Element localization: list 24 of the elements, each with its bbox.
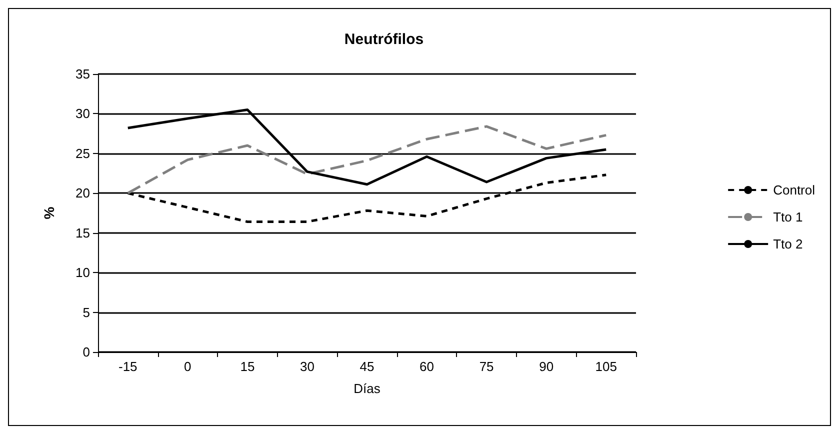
x-tick-label: 0	[184, 359, 192, 374]
y-tick-label: 15	[76, 225, 90, 240]
x-tick-label: 90	[539, 359, 554, 374]
y-tick-label: 5	[82, 304, 90, 320]
legend-label: Tto 2	[773, 236, 803, 252]
y-axis-title: %	[41, 206, 57, 220]
legend-label: Control	[773, 182, 816, 198]
chart-title: Neutrófilos	[344, 31, 424, 48]
y-tick-label: 25	[76, 146, 90, 161]
y-tick-label: 30	[76, 106, 90, 122]
y-tick-label: 20	[76, 186, 90, 201]
x-tick-label: -15	[118, 359, 138, 374]
x-tick-label: 75	[479, 359, 494, 374]
x-tick-label: 30	[300, 359, 314, 374]
x-axis-title: Días	[354, 381, 381, 396]
legend-label: Tto 1	[773, 210, 803, 224]
y-tick-label: 10	[76, 265, 90, 280]
y-tick-label: 0	[82, 344, 90, 360]
line-series	[126, 125, 608, 194]
x-tick-label: 15	[240, 359, 255, 374]
y-tick-label: 35	[76, 66, 90, 82]
x-tick-label: 60	[420, 359, 434, 374]
x-tick-label: 45	[360, 359, 374, 374]
x-tick-label: 105	[595, 359, 617, 374]
